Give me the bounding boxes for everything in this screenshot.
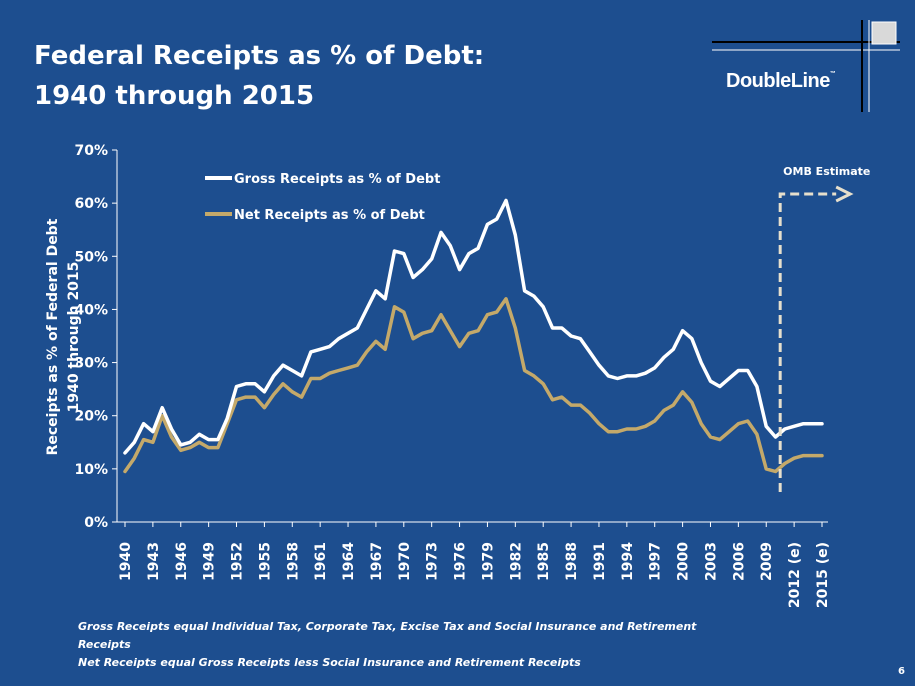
x-axis: 1940 1943 1946 1949 1952 1955 1958 1961 1964 1967…: [117, 521, 831, 608]
x-tick-label: 2000: [676, 542, 692, 581]
footnote-net: Net Receipts equal Gross Receipts less S…: [78, 656, 581, 669]
net-receipts-line: [123, 297, 824, 474]
x-tick-label: 1949: [202, 542, 218, 581]
x-tick-label: 1961: [313, 542, 329, 581]
x-tick-label: 1985: [536, 542, 552, 581]
y-tick-label: 40%: [74, 302, 108, 318]
x-tick-label: 2015 (e): [815, 542, 831, 608]
x-tick-label: 1982: [508, 542, 524, 581]
x-tick-label: 1943: [146, 542, 162, 581]
omb-estimate-marker: OMB Estimate: [778, 165, 870, 492]
x-tick-label: 1970: [397, 542, 413, 581]
legend-label: Gross Receipts as % of Debt: [234, 172, 440, 187]
x-tick-label: 2003: [703, 542, 719, 581]
x-tick-label: 2009: [759, 542, 775, 581]
y-tick-label: 50%: [74, 249, 108, 265]
x-tick-label: 2006: [731, 542, 747, 581]
legend: Gross Receipts as % of Debt Net Receipts …: [205, 172, 440, 223]
x-tick-label: 1994: [620, 542, 636, 581]
slide-title: Federal Receipts as % of Debt: 1940 thro…: [34, 36, 484, 116]
y-tick-label: 30%: [74, 356, 108, 372]
series-lines: [123, 198, 824, 474]
x-tick-label: 1940: [118, 542, 134, 581]
page-number: 6: [898, 666, 905, 677]
x-tick-label: 1997: [648, 542, 664, 581]
x-tick-label: 1958: [285, 542, 301, 581]
omb-estimate-arrow-icon: [835, 185, 854, 203]
y-tick-label: 70%: [74, 143, 108, 159]
x-tick-label: 1973: [425, 542, 441, 581]
x-tick-label: 1967: [369, 542, 385, 581]
x-tick-label: 1964: [341, 542, 357, 581]
y-tick-label: 10%: [74, 462, 108, 478]
omb-estimate-line: [778, 192, 837, 492]
y-tick-label: 0%: [84, 515, 108, 531]
logo-trademark: ™: [829, 71, 836, 78]
title-line-2: 1940 through 2015: [34, 81, 315, 111]
x-tick-label: 1991: [592, 542, 608, 581]
y-tick-label: 60%: [74, 196, 108, 212]
x-tick-label: 1979: [480, 542, 496, 581]
title-line-1: Federal Receipts as % of Debt:: [34, 41, 485, 71]
y-tick-label: 20%: [74, 409, 108, 425]
x-tick-label: 1946: [174, 542, 190, 581]
omb-estimate-label: OMB Estimate: [783, 165, 870, 178]
y-axis: 0% 10% 20% 30% 40% 50% 60% 70%: [74, 143, 118, 531]
x-tick-label: 1955: [257, 542, 273, 581]
doubleline-logo: DoubleLine™: [726, 70, 836, 93]
y-axis-label-overlay: 1940 through 2015: [66, 262, 82, 413]
y-axis-label: Receipts as % of Federal Debt: [45, 218, 61, 455]
footnote: Gross Receipts equal Individual Tax, Cor…: [78, 618, 698, 672]
x-tick-label: 1976: [453, 542, 469, 581]
x-tick-label: 1952: [230, 542, 246, 581]
footnote-gross: Gross Receipts equal Individual Tax, Cor…: [78, 620, 697, 651]
x-tick-label: 1988: [564, 542, 580, 581]
x-tick-label: 2012 (e): [787, 542, 803, 608]
logo-text: DoubleLine: [726, 70, 830, 92]
legend-label: Net Receipts as % of Debt: [234, 208, 425, 223]
gross-receipts-line: [123, 198, 824, 455]
